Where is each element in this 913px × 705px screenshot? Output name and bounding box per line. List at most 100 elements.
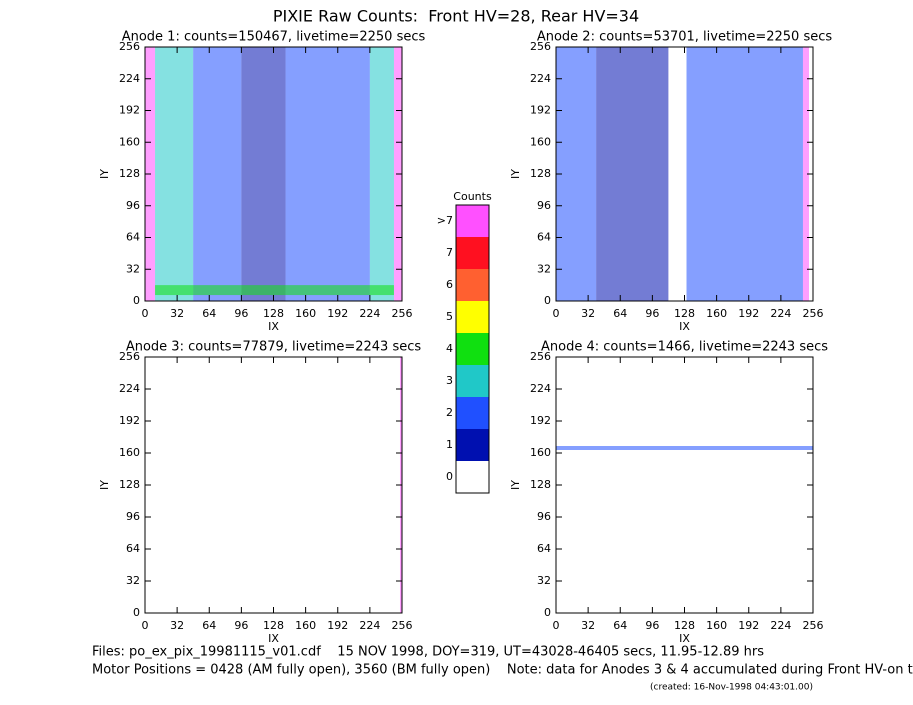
x-tick-label: 160 [295,619,316,632]
x-tick-label: 32 [581,619,595,632]
x-tick-label: 96 [645,619,659,632]
x-tick-label: 192 [738,307,759,320]
page-title: PIXIE Raw Counts: Front HV=28, Rear HV=3… [273,7,639,26]
heat-region [686,47,803,301]
colorbar-swatch [456,429,489,461]
y-tick-label: 96 [537,199,551,212]
x-tick-label: 224 [359,307,380,320]
y-tick-label: 192 [530,104,551,117]
x-tick-label: 64 [202,307,216,320]
x-tick-label: 0 [553,619,560,632]
x-tick-label: 128 [674,307,695,320]
y-tick-label: 160 [119,446,140,459]
heat-region [556,446,813,450]
heat-region [596,47,669,301]
y-tick-label: 128 [530,167,551,180]
panel-title: Anode 2: counts=53701, livetime=2250 sec… [537,30,833,45]
heat-region [285,47,370,301]
y-tick-label: 224 [530,382,551,395]
y-tick-label: 192 [119,104,140,117]
x-axis-label: IX [268,320,279,333]
x-tick-label: 64 [613,619,627,632]
colorbar-frame [455,204,490,494]
colorbar-label: >7 [437,214,453,227]
x-tick-label: 128 [263,307,284,320]
x-tick-label: 64 [202,619,216,632]
y-tick-label: 0 [544,606,551,619]
y-tick-label: 128 [119,167,140,180]
panel-title: Anode 4: counts=1466, livetime=2243 secs [541,340,828,355]
y-tick-label: 256 [530,40,551,53]
colorbar-swatch [456,237,489,269]
x-tick-label: 0 [553,307,560,320]
colorbar-label: 7 [446,246,453,259]
x-tick-label: 256 [803,307,824,320]
heat-region [193,47,242,301]
y-tick-label: 96 [126,510,140,523]
y-tick-label: 128 [119,478,140,491]
heat-region [241,47,286,301]
heat-region [556,47,597,301]
footer-motor: Motor Positions = 0428 (AM fully open), … [92,663,913,678]
colorbar-label: 5 [446,310,453,323]
y-tick-label: 0 [133,294,140,307]
heat-region [155,47,194,301]
colorbar-swatch [456,365,489,397]
colorbar-label: 4 [446,342,453,355]
x-tick-label: 32 [170,307,184,320]
colorbar-swatch [456,301,489,333]
panel-title: Anode 1: counts=150467, livetime=2250 se… [122,30,426,45]
y-tick-label: 224 [119,382,140,395]
x-tick-label: 64 [613,307,627,320]
y-tick-label: 32 [126,574,140,587]
y-axis-label: IY [98,169,111,179]
footer-created: (created: 16-Nov-1998 04:43:01.00) [650,683,813,693]
y-tick-label: 160 [530,446,551,459]
footer-files: Files: po_ex_pix_19981115_v01.cdf 15 NOV… [92,645,764,660]
y-axis-label: IY [509,169,522,179]
colorbar-label: 2 [446,406,453,419]
y-tick-label: 32 [537,574,551,587]
y-tick-label: 192 [530,414,551,427]
colorbar-swatch [456,333,489,365]
y-tick-label: 0 [133,606,140,619]
x-tick-label: 224 [359,619,380,632]
y-tick-label: 64 [537,542,551,555]
colorbar-swatch [456,205,489,237]
x-tick-label: 224 [770,307,791,320]
x-tick-label: 96 [645,307,659,320]
x-tick-label: 256 [392,307,413,320]
x-axis-label: IX [268,632,279,645]
y-tick-label: 32 [126,262,140,275]
x-tick-label: 256 [392,619,413,632]
x-tick-label: 128 [263,619,284,632]
y-tick-label: 256 [119,350,140,363]
panel-title: Anode 3: counts=77879, livetime=2243 sec… [126,340,422,355]
x-tick-label: 32 [581,307,595,320]
x-tick-label: 128 [674,619,695,632]
y-axis-label: IY [509,480,522,490]
x-tick-label: 96 [234,619,248,632]
y-tick-label: 64 [126,231,140,244]
x-tick-label: 96 [234,307,248,320]
colorbar-label: 3 [446,374,453,387]
heat-region [369,47,394,301]
x-tick-label: 192 [738,619,759,632]
x-tick-label: 0 [142,619,149,632]
y-tick-label: 96 [537,510,551,523]
colorbar-swatch [456,397,489,429]
x-axis-label: IX [679,320,690,333]
y-tick-label: 224 [530,72,551,85]
colorbar-label: 6 [446,278,453,291]
x-tick-label: 256 [803,619,824,632]
x-tick-label: 0 [142,307,149,320]
x-tick-label: 160 [706,307,727,320]
x-tick-label: 192 [327,619,348,632]
x-tick-label: 224 [770,619,791,632]
colorbar-title: Counts [453,190,492,203]
y-tick-label: 128 [530,478,551,491]
x-tick-label: 32 [170,619,184,632]
colorbar-label: 1 [446,438,453,451]
colorbar-label: 0 [446,470,453,483]
